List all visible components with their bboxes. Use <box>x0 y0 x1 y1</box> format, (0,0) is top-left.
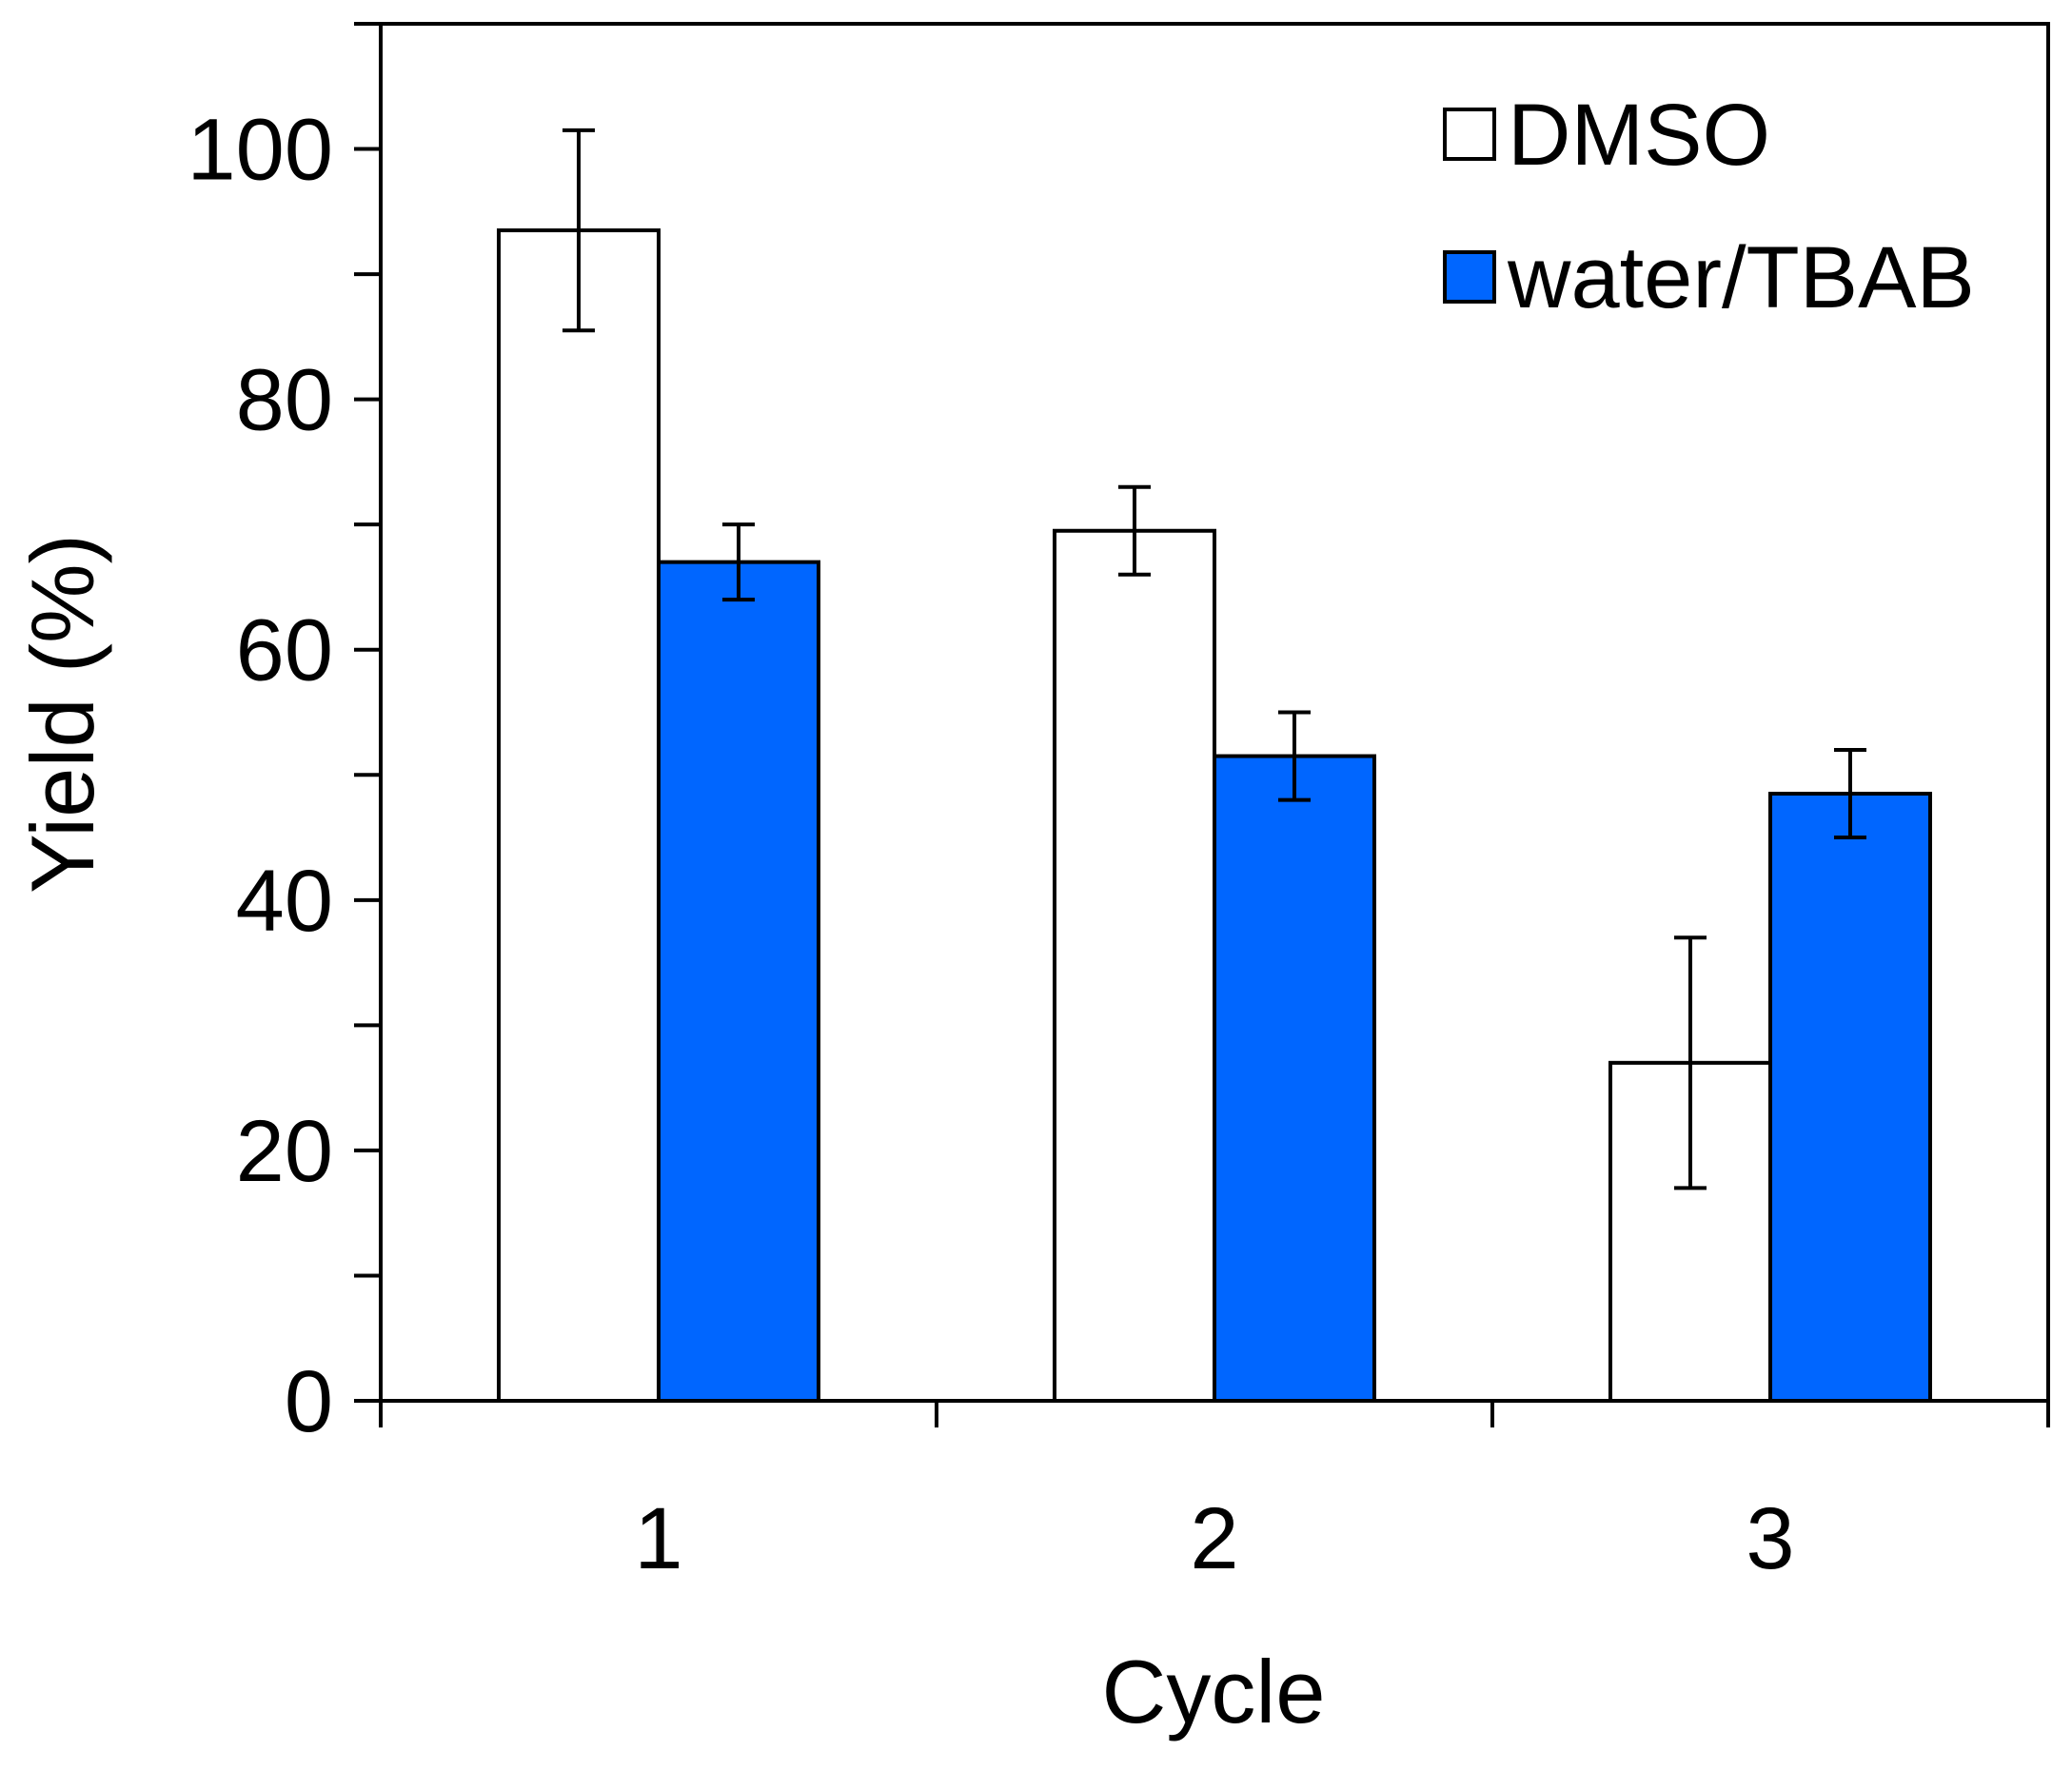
y-tick-label-0: 0 <box>285 1353 333 1450</box>
tick-labels-layer: 0 20 40 60 80 100 1 2 3 <box>187 102 1795 1587</box>
error-bar-dmso-cycle-2 <box>1118 484 1151 577</box>
x-axis-title: Cycle <box>1101 1642 1325 1741</box>
legend-swatch <box>1443 250 1496 304</box>
x-tick-label-cycle-3: 3 <box>1746 1490 1794 1587</box>
bar-water-tbab-cycle-2 <box>1213 754 1376 1403</box>
bar-dmso-cycle-2 <box>1053 528 1216 1403</box>
legend-label: water/TBAB <box>1507 229 1975 326</box>
error-bar-water-tbab-cycle-3 <box>1834 747 1866 840</box>
y-tick-label-40: 40 <box>236 853 333 950</box>
legend-swatch <box>1443 108 1496 161</box>
y-tick-label-80: 80 <box>236 352 333 449</box>
error-bar-dmso-cycle-3 <box>1674 935 1707 1191</box>
legend: DMSO water/TBAB <box>1443 87 1975 326</box>
legend-item-water-tbab: water/TBAB <box>1443 229 1975 326</box>
error-bar-dmso-cycle-1 <box>562 128 595 333</box>
y-tick-label-100: 100 <box>187 102 334 199</box>
bars-layer <box>497 228 1932 1403</box>
y-axis-title: Yield (%) <box>12 534 112 894</box>
bar-water-tbab-cycle-1 <box>657 560 820 1403</box>
error-bar-water-tbab-cycle-2 <box>1278 710 1311 802</box>
bar-water-tbab-cycle-3 <box>1768 792 1932 1403</box>
bar-dmso-cycle-1 <box>497 228 661 1403</box>
plot-frame <box>379 22 2050 1403</box>
error-bar-water-tbab-cycle-1 <box>722 522 755 602</box>
axes-layer <box>354 22 2050 1427</box>
error-bars-layer <box>562 128 1866 1191</box>
legend-item-dmso: DMSO <box>1443 87 1770 184</box>
x-tick-label-cycle-2: 2 <box>1190 1490 1238 1587</box>
y-tick-label-20: 20 <box>236 1103 333 1200</box>
legend-label: DMSO <box>1508 87 1770 184</box>
y-tick-label-60: 60 <box>236 602 333 699</box>
x-tick-label-cycle-1: 1 <box>634 1490 682 1587</box>
